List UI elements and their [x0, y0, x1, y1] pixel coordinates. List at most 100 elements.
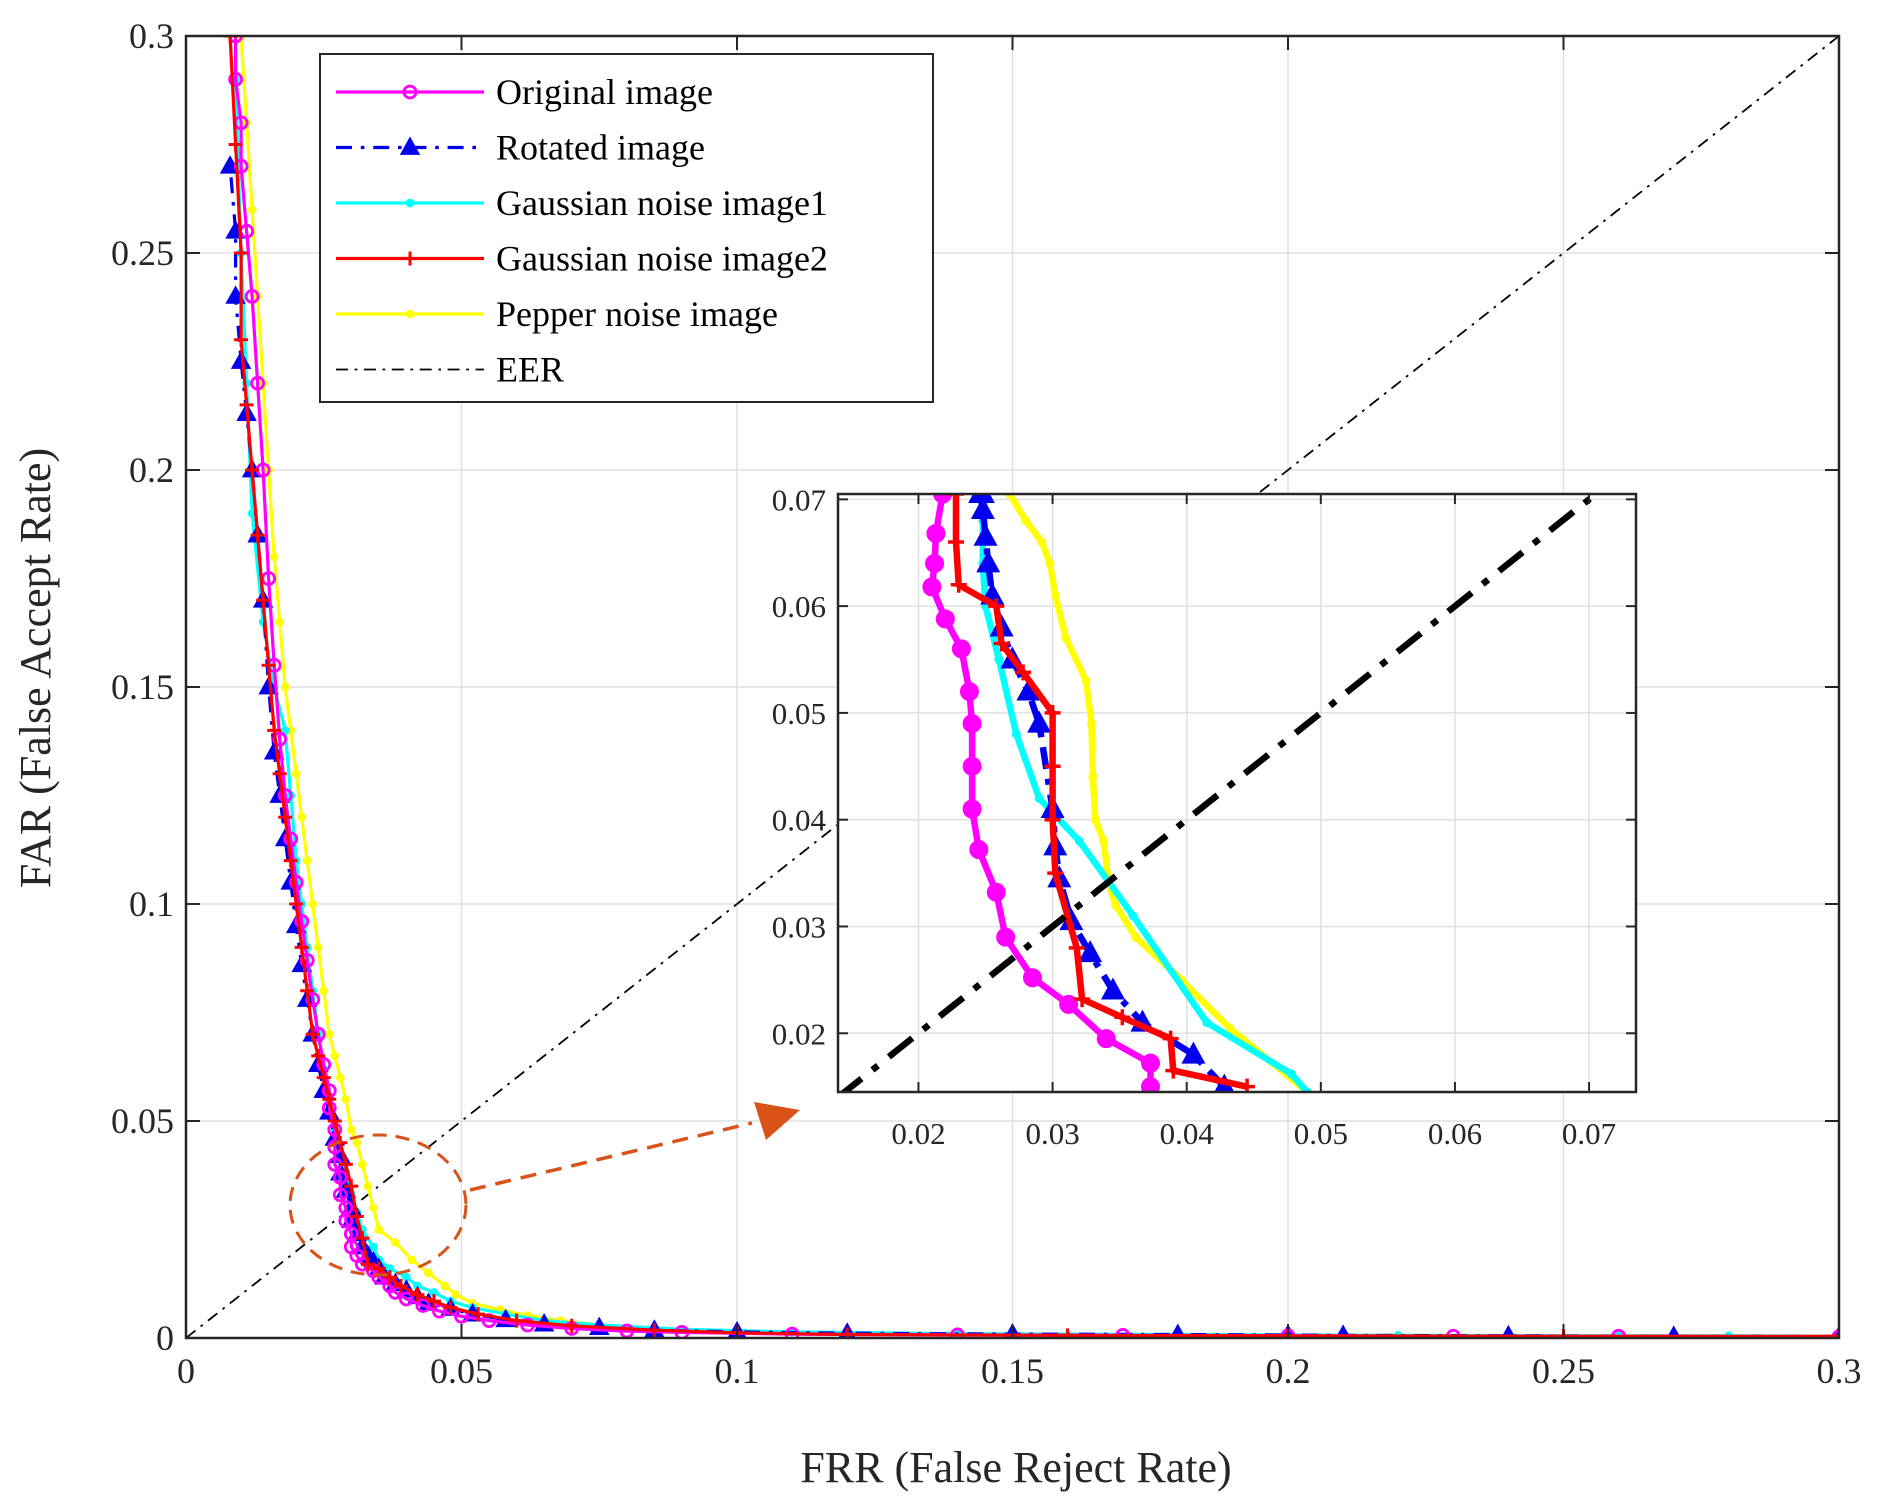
inset-marker-gaussian-noise-image2: [948, 534, 965, 551]
inset-marker-gaussian-noise-image1: [1034, 793, 1044, 803]
marker-gaussian-noise-image2: [283, 853, 298, 868]
marker-gaussian-noise-image2: [256, 593, 271, 608]
marker-original-image: [250, 375, 266, 391]
inset-marker-gaussian-noise-image2: [988, 598, 1005, 615]
legend-item-eer: EER: [336, 350, 564, 390]
inset-marker-original-image: [996, 927, 1016, 947]
marker-gaussian-noise-image2: [426, 1294, 441, 1309]
main-y-tick-label: 0.2: [129, 450, 174, 490]
inset-series-group: [839, 494, 1602, 1092]
marker-original-image: [332, 1187, 348, 1203]
marker-gaussian-noise-image2: [509, 1313, 524, 1328]
inset-marker-original-image: [969, 840, 989, 860]
inset-axes: 0.02 0.03 0.04 0.05 0.06 0.07 0.020.030.040.0…: [772, 482, 1638, 1151]
inset-marker-gaussian-noise-image1: [994, 655, 1004, 665]
marker-gaussian-noise-image2: [382, 1270, 397, 1285]
inset-marker-rotated-image: [1100, 977, 1125, 1000]
marker-original-image: [432, 1303, 447, 1319]
legend-marker-gaussian-noise-image2: [403, 251, 417, 266]
inset-marker-gaussian-noise-image2: [950, 576, 967, 593]
marker-original-image: [415, 1298, 431, 1313]
inset-marker-pepper-noise-image: [1086, 719, 1096, 729]
legend-items: Original image Rotated image Gaussian nois…: [336, 72, 828, 390]
inset-marker-gaussian-noise-image2: [1114, 1009, 1131, 1026]
inset-marker-original-image: [925, 553, 945, 573]
legend-label-rotated-image: Rotated image: [496, 128, 705, 168]
marker-pepper-noise-image: [269, 552, 279, 562]
main-y-tick-labels: 0 0.05 0.1 0.15 0.2 0.25 0.3: [111, 16, 174, 1358]
inset-marker-rotated-image: [1078, 940, 1103, 963]
marker-original-image: [283, 831, 299, 847]
inset-marker-original-image: [962, 756, 982, 776]
marker-gaussian-noise-image2: [278, 810, 293, 825]
inset-marker-pepper-noise-image: [1081, 676, 1091, 686]
legend-item-pepper-noise-image: Pepper noise image: [336, 294, 778, 334]
marker-original-image: [338, 1200, 354, 1216]
marker-pepper-noise-image: [346, 1125, 356, 1135]
marker-original-image: [332, 1170, 348, 1185]
marker-pepper-noise-image: [247, 205, 257, 214]
inset-y-tick-label: 0.02: [772, 1016, 826, 1051]
legend-label-gaussian-noise-image2: Gaussian noise image2: [496, 239, 828, 279]
main-x-tick-label: 0: [177, 1351, 195, 1391]
inset-marker-gaussian-noise-image1: [1202, 1018, 1212, 1028]
main-x-tick-label: 0.2: [1266, 1351, 1311, 1391]
marker-gaussian-noise-image2: [311, 1048, 326, 1063]
main-series-group: [219, 36, 1839, 1338]
inset-marker-gaussian-noise-image2: [1165, 1062, 1182, 1079]
inset-marker-gaussian-noise-image2: [1044, 811, 1061, 828]
marker-gaussian-noise-image2: [261, 658, 276, 673]
marker-pepper-noise-image: [352, 1138, 362, 1148]
marker-gaussian-noise-image2: [344, 1179, 359, 1194]
inset-marker-original-image: [935, 609, 955, 629]
legend-box: [319, 53, 934, 403]
inset-x-tick-labels: 0.02 0.03 0.04 0.05 0.06 0.07: [891, 1116, 1616, 1151]
marker-gaussian-noise-image2: [355, 1231, 370, 1246]
series-original-image: [228, 36, 1839, 1338]
inset-marker-gaussian-noise-image1: [1286, 1069, 1296, 1079]
inset-series-gaussian-noise-image2: [948, 494, 1256, 1092]
marker-gaussian-noise-image2: [223, 36, 238, 43]
inset-series-line-eer: [839, 494, 1602, 1092]
main-y-tick-label: 0.3: [129, 16, 174, 56]
main-x-tick-labels: 0 0.05 0.1 0.15 0.2 0.25 0.3: [177, 1351, 1862, 1391]
legend-item-original-image: Original image: [336, 72, 713, 112]
marker-pepper-noise-image: [357, 1160, 367, 1169]
legend-item-gaussian-noise-image2: Gaussian noise image2: [336, 239, 828, 279]
marker-rotated-image: [230, 350, 252, 369]
inset-y-tick-label: 0.04: [772, 803, 827, 838]
inset-marker-original-image: [922, 577, 942, 597]
marker-pepper-noise-image: [324, 1029, 334, 1039]
inset-marker-rotated-image: [1181, 1041, 1206, 1064]
marker-gaussian-noise-image2: [1060, 1328, 1075, 1338]
inset-marker-gaussian-noise-image2: [948, 494, 965, 502]
inset-marker-original-image: [1059, 994, 1079, 1014]
legend-label-original-image: Original image: [496, 72, 713, 112]
marker-original-image: [244, 288, 260, 304]
inset-marker-pepper-noise-image: [1088, 772, 1098, 782]
inset-marker-pepper-noise-image: [1099, 836, 1109, 846]
marker-pepper-noise-image: [391, 1238, 400, 1247]
legend-marker-pepper-noise-image: [405, 309, 415, 319]
main-ticks: [185, 35, 1840, 1339]
inset-marker-original-image: [933, 494, 953, 504]
marker-gaussian-noise-image2: [234, 332, 249, 347]
marker-original-image: [228, 36, 243, 44]
marker-gaussian-noise-image2: [245, 463, 260, 477]
inset-marker-rotated-image: [976, 550, 1001, 573]
inset-series-original-image: [922, 494, 1160, 1092]
inset-marker-pepper-noise-image: [1021, 516, 1031, 526]
inset-marker-gaussian-noise-image2: [1044, 758, 1061, 775]
inset-x-tick-label: 0.02: [891, 1116, 945, 1151]
inset-y-tick-label: 0.03: [772, 909, 826, 944]
main-y-tick-label: 0.15: [111, 667, 174, 707]
inset-x-tick-label: 0.04: [1160, 1116, 1215, 1151]
inset-x-tick-label: 0.03: [1025, 1116, 1079, 1151]
inset-marker-pepper-noise-image: [1091, 815, 1101, 825]
inset-marker-rotated-image: [970, 497, 995, 520]
marker-original-image: [288, 874, 304, 890]
inset-series-eer: [839, 494, 1602, 1092]
marker-original-image: [277, 788, 293, 803]
marker-pepper-noise-image: [291, 769, 301, 779]
